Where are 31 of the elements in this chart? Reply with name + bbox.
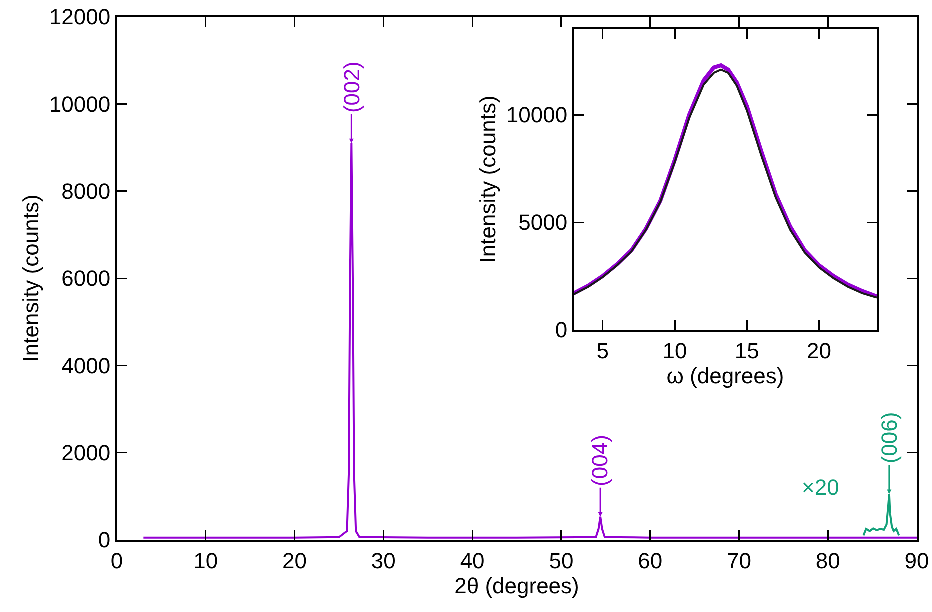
y-tick-label: 12000 — [49, 4, 111, 30]
y-tick-label: 10000 — [49, 92, 111, 117]
x-tick-label: 40 — [460, 548, 485, 574]
annotation: (004) — [588, 435, 613, 486]
annotation: (006) — [877, 412, 902, 464]
y-tick-label: 2000 — [62, 440, 111, 466]
x-tick-label: 10 — [662, 338, 688, 364]
x-tick-label: 80 — [816, 548, 840, 574]
x-tick-label: 20 — [807, 338, 832, 364]
x-tick-label: 10 — [194, 548, 218, 574]
x-tick-label: 15 — [734, 338, 760, 364]
y-tick-label: 8000 — [62, 179, 111, 204]
y-tick-label: 4000 — [62, 353, 111, 378]
x-tick-label: 50 — [549, 548, 574, 574]
x-tick-label: 20 — [282, 548, 308, 574]
annotation: ×20 — [802, 475, 840, 500]
x-tick-label: 60 — [638, 548, 663, 574]
y-tick-label: 5000 — [518, 210, 568, 236]
x-tick-label: 30 — [371, 548, 396, 574]
y-axis-title: Intensity (counts) — [476, 96, 501, 264]
y-tick-label: 0 — [555, 318, 568, 343]
x-tick-label: 90 — [904, 548, 930, 574]
x-axis-title: ω (degrees) — [666, 363, 784, 388]
x-tick-label: 5 — [596, 338, 609, 364]
x-axis-title: 2θ (degrees) — [454, 573, 580, 598]
y-axis-title: Intensity (counts) — [18, 194, 44, 362]
annotation: (002) — [339, 62, 364, 114]
y-tick-label: 6000 — [62, 266, 111, 292]
y-tick-label: 0 — [98, 528, 111, 553]
x-tick-label: 70 — [726, 548, 752, 574]
y-tick-label: 10000 — [506, 102, 568, 128]
